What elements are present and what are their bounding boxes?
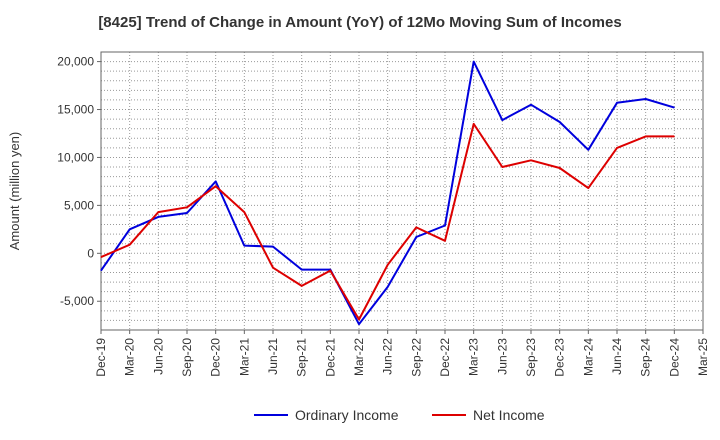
x-tick-label: Dec-23 (553, 338, 567, 377)
data-point (530, 104, 532, 106)
data-point (587, 149, 589, 151)
data-point (645, 98, 647, 100)
data-point (473, 61, 475, 63)
data-point (129, 228, 131, 230)
plot-frame (100, 51, 704, 331)
x-tick-label: Mar-20 (123, 338, 137, 376)
data-point (645, 135, 647, 137)
data-point (415, 226, 417, 228)
legend-label: Net Income (473, 407, 545, 423)
data-point (444, 225, 446, 227)
y-tick-label: 10,000 (57, 150, 94, 164)
x-tick-label: Sep-24 (639, 338, 653, 377)
data-point (272, 267, 274, 269)
x-tick-label: Sep-21 (295, 338, 309, 377)
data-point (616, 147, 618, 149)
data-point (186, 206, 188, 208)
y-tick-label: -5,000 (60, 294, 94, 308)
data-point (473, 123, 475, 125)
data-point (100, 270, 102, 272)
x-tick-label: Dec-24 (667, 338, 681, 377)
axes: -5,000 0 5,000 10,000 15,000 20,000 Dec-19 Mar-… (7, 51, 710, 377)
y-tick-label: 0 (87, 246, 94, 260)
data-point (501, 119, 503, 121)
data-point (673, 135, 675, 137)
x-tick-label: Dec-19 (94, 338, 108, 377)
data-point (387, 264, 389, 266)
data-point (215, 185, 217, 187)
x-tick-label: Jun-22 (381, 338, 395, 375)
data-point (415, 236, 417, 238)
data-point (358, 323, 360, 325)
data-point (329, 270, 331, 272)
x-tick-label: Dec-22 (438, 338, 452, 377)
chart-title: [8425] Trend of Change in Amount (YoY) o… (98, 14, 622, 31)
data-point (444, 240, 446, 242)
data-point (186, 212, 188, 214)
data-point (301, 269, 303, 271)
data-point (616, 102, 618, 104)
data-point (559, 167, 561, 169)
data-point (100, 256, 102, 258)
x-tick-label: Mar-22 (352, 338, 366, 376)
series-lines (100, 60, 675, 326)
x-tick-label: Mar-23 (467, 338, 481, 376)
data-point (587, 187, 589, 189)
data-point (243, 211, 245, 213)
data-point (673, 107, 675, 109)
legend-label: Ordinary Income (295, 407, 399, 423)
x-tick-label: Jun-20 (151, 338, 165, 375)
data-point (157, 211, 159, 213)
data-point (301, 285, 303, 287)
series-line-net-income (100, 122, 675, 321)
data-point (501, 166, 503, 168)
y-tick-label: 15,000 (57, 103, 94, 117)
x-tick-label: Dec-20 (209, 338, 223, 377)
data-point (129, 244, 131, 246)
x-tick-label: Mar-24 (581, 338, 595, 376)
legend: Ordinary Income Net Income (254, 407, 545, 423)
y-tick-label: 20,000 (57, 55, 94, 69)
x-tick-label: Mar-25 (696, 338, 710, 376)
y-tick-label: 5,000 (64, 198, 94, 212)
data-point (387, 286, 389, 288)
x-tick-label: Sep-20 (180, 338, 194, 377)
data-point (243, 245, 245, 247)
x-tick-label: Jun-23 (495, 338, 509, 375)
x-tick-label: Sep-22 (409, 338, 423, 377)
data-point (157, 216, 159, 218)
data-point (358, 318, 360, 320)
data-point (272, 246, 274, 248)
x-tick-label: Jun-21 (266, 338, 280, 375)
data-point (559, 121, 561, 123)
x-tick-label: Jun-24 (610, 338, 624, 375)
x-tick-label: Sep-23 (524, 338, 538, 377)
y-axis-label: Amount (million yen) (7, 132, 22, 251)
data-point (215, 180, 217, 182)
data-point (530, 159, 532, 161)
grid (100, 51, 704, 331)
x-tick-label: Dec-21 (323, 338, 337, 377)
x-tick-label: Mar-21 (237, 338, 251, 376)
